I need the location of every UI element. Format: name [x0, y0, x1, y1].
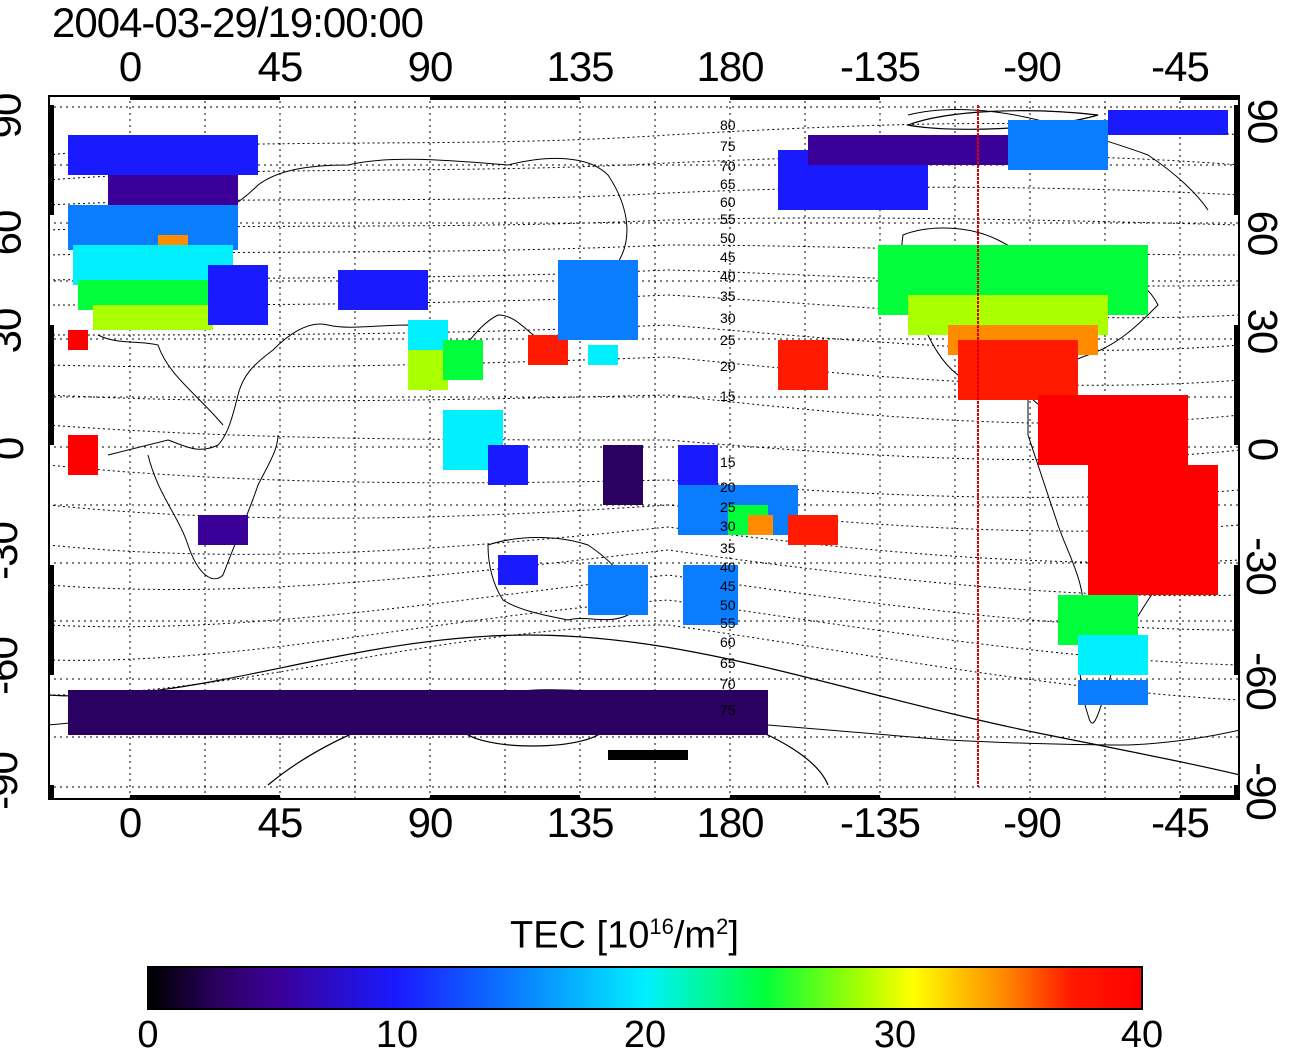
bottom-lon-label: 45 [257, 799, 304, 846]
right-lat-label: 90 [1239, 98, 1287, 144]
bottom-lon-label: -135 [839, 799, 921, 846]
right-lat-label: 30 [1239, 308, 1287, 354]
contour-label: 20 [720, 479, 736, 495]
bottom-lon-label: -90 [1003, 799, 1062, 846]
colorbar-title: TEC [1016/m2] [510, 905, 739, 958]
right-lat-label: -30 [1237, 537, 1285, 595]
contour-label: 15 [720, 388, 736, 404]
contour-label: 45 [720, 249, 736, 265]
contour-label: 55 [720, 211, 736, 227]
contour-label: 25 [720, 499, 736, 515]
left-lat-label: -60 [0, 637, 26, 695]
top-lon-label: -135 [839, 43, 921, 90]
left-lat-label: 30 [0, 308, 30, 354]
contour-label: 70 [720, 676, 736, 692]
contour-label: 40 [720, 268, 736, 284]
contour-label: 35 [720, 288, 736, 304]
top-lon-label: 135 [546, 43, 614, 90]
contour-label: 60 [720, 634, 736, 650]
contour-label: 20 [720, 358, 736, 374]
colorbar-title-unit: /m [673, 914, 717, 957]
colorbar-title-unit-exponent: 2 [716, 914, 729, 939]
left-lat-label: -30 [0, 522, 26, 580]
bottom-lon-label: -45 [1151, 799, 1210, 846]
left-lat-label: 0 [0, 438, 32, 460]
right-lat-label: 60 [1239, 210, 1287, 256]
contour-label: 25 [720, 332, 736, 348]
colorbar-tick-label: 20 [623, 1014, 667, 1056]
magnetic-latitude-contours [48, 122, 1240, 701]
colorbar-tick-label: 30 [873, 1014, 917, 1056]
tec-colorbar [147, 966, 1143, 1010]
colorbar-title-close: ] [728, 914, 739, 957]
contour-label: 70 [720, 158, 736, 174]
contour-label: 80 [720, 117, 736, 133]
contour-label: 45 [720, 578, 736, 594]
contour-label: 50 [720, 597, 736, 613]
colorbar-tick-label: 40 [1120, 1014, 1164, 1056]
contour-label: 30 [720, 518, 736, 534]
top-lon-label: 180 [696, 43, 764, 90]
tec-world-map: 80 75 70 65 60 55 50 45 40 35 30 25 20 1… [48, 95, 1240, 800]
colorbar-tick-label: 10 [375, 1014, 419, 1056]
colorbar-tick-label: 0 [137, 1014, 159, 1056]
top-lon-label: -90 [1003, 43, 1062, 90]
bottom-lon-label: 90 [407, 799, 454, 846]
contour-label: 60 [720, 194, 736, 210]
contour-label: 65 [720, 176, 736, 192]
left-lat-label: -90 [0, 752, 26, 810]
top-lon-label: 0 [118, 43, 142, 90]
contour-label: 15 [720, 454, 736, 470]
left-lat-label: 90 [0, 93, 30, 139]
top-lon-label: -45 [1151, 43, 1210, 90]
left-lat-label: 60 [0, 210, 30, 256]
bottom-lon-label: 0 [118, 799, 142, 846]
bottom-lon-label: 135 [546, 799, 614, 846]
contour-label: 65 [720, 655, 736, 671]
bottom-lon-label: 180 [696, 799, 764, 846]
tec-observations [68, 110, 1228, 760]
top-lon-label: 45 [257, 43, 304, 90]
right-lat-label: 0 [1240, 437, 1288, 461]
right-lat-label: -60 [1237, 652, 1285, 710]
contour-label: 35 [720, 540, 736, 556]
colorbar-title-exponent: 16 [649, 914, 674, 939]
contour-label: 75 [720, 138, 736, 154]
timestamp: 2004-03-29/19:00:00 [52, 0, 424, 46]
right-lat-label: -90 [1237, 762, 1285, 820]
top-lon-label: 90 [407, 43, 454, 90]
contour-labels: 80 75 70 65 60 55 50 45 40 35 30 25 20 1… [720, 117, 736, 718]
colorbar-title-main: TEC [10 [510, 914, 650, 957]
contour-label: 75 [720, 702, 736, 718]
contour-label: 50 [720, 230, 736, 246]
contour-label: 55 [720, 615, 736, 631]
contour-label: 30 [720, 310, 736, 326]
lat-lon-grid [48, 95, 1240, 800]
contour-label: 40 [720, 559, 736, 575]
